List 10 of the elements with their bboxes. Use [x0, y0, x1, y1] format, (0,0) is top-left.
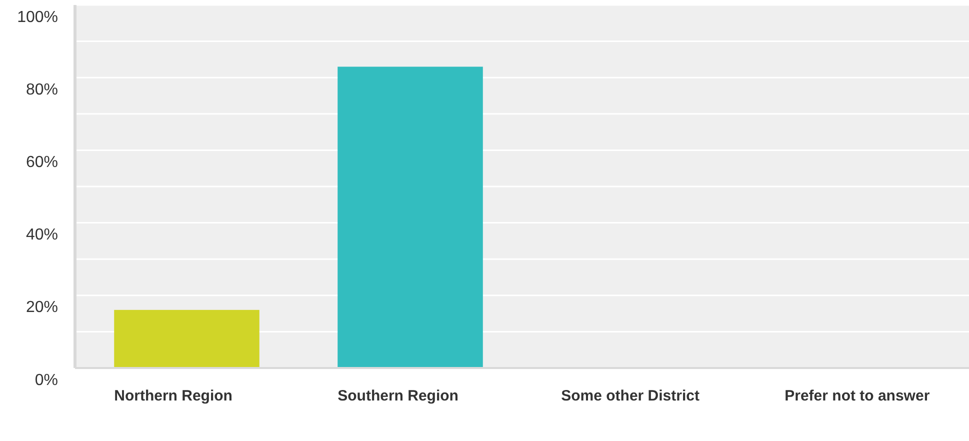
x-tick-label: Southern Region: [338, 388, 458, 405]
y-tick-label: 80%: [26, 81, 58, 98]
y-tick-label: 100%: [17, 8, 58, 26]
x-tick-label: Some other District: [561, 388, 700, 405]
y-tick-label: 60%: [26, 154, 58, 171]
y-tick-label: 0%: [34, 372, 58, 389]
y-tick-label: 40%: [26, 226, 58, 244]
y-tick-label: 20%: [26, 299, 58, 316]
x-tick-label: Northern Region: [114, 388, 232, 405]
x-tick-label: Prefer not to answer: [784, 388, 930, 405]
